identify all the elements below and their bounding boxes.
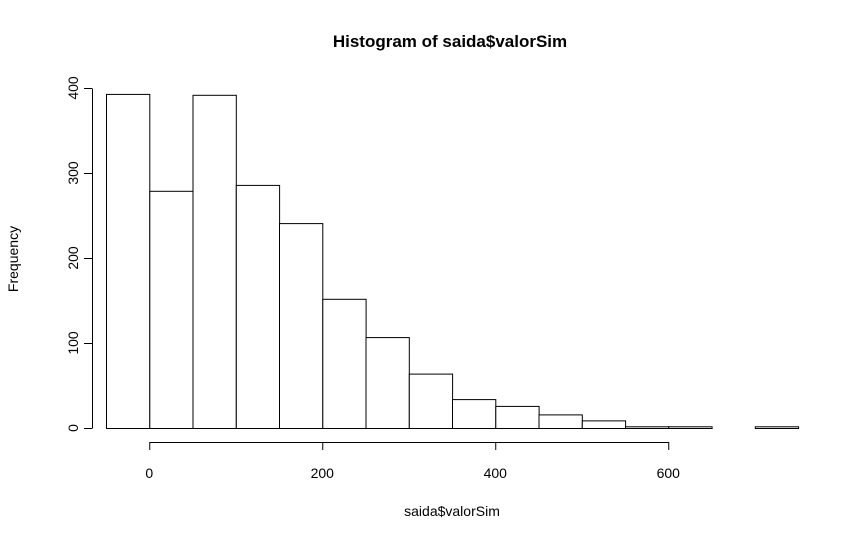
histogram-bar bbox=[538, 414, 583, 429]
histogram-bar bbox=[668, 426, 713, 429]
histogram-bar bbox=[452, 399, 497, 430]
histogram-bar bbox=[235, 184, 281, 429]
histogram-bar bbox=[495, 405, 540, 429]
y-tick-label: 200 bbox=[65, 246, 81, 270]
histogram-bar bbox=[322, 298, 367, 429]
x-axis: 0 200 400 600 bbox=[145, 442, 680, 481]
histogram-bar bbox=[754, 426, 800, 429]
y-tick-label: 0 bbox=[65, 424, 81, 432]
y-axis: 0 100 200 300 400 bbox=[65, 76, 93, 432]
histogram-bar bbox=[408, 373, 454, 430]
y-tick-label: 400 bbox=[65, 76, 81, 100]
histogram-bar bbox=[192, 94, 237, 430]
y-tick-label: 100 bbox=[65, 331, 81, 355]
x-tick-label: 600 bbox=[657, 465, 681, 481]
chart-title: Histogram of saida$valorSim bbox=[333, 32, 567, 51]
histogram-bar bbox=[625, 426, 670, 429]
histogram-bars bbox=[106, 93, 800, 430]
x-axis-label: saida$valorSim bbox=[404, 503, 500, 519]
histogram-bar bbox=[106, 93, 151, 430]
histogram-bar bbox=[279, 223, 324, 429]
histogram-bar bbox=[149, 190, 194, 429]
histogram-bar bbox=[365, 337, 410, 430]
x-tick-label: 200 bbox=[311, 465, 335, 481]
x-tick-label: 0 bbox=[145, 465, 153, 481]
y-axis-label: Frequency bbox=[5, 226, 21, 292]
y-tick-label: 300 bbox=[65, 161, 81, 185]
x-tick-label: 400 bbox=[484, 465, 508, 481]
histogram-bar bbox=[581, 420, 627, 429]
